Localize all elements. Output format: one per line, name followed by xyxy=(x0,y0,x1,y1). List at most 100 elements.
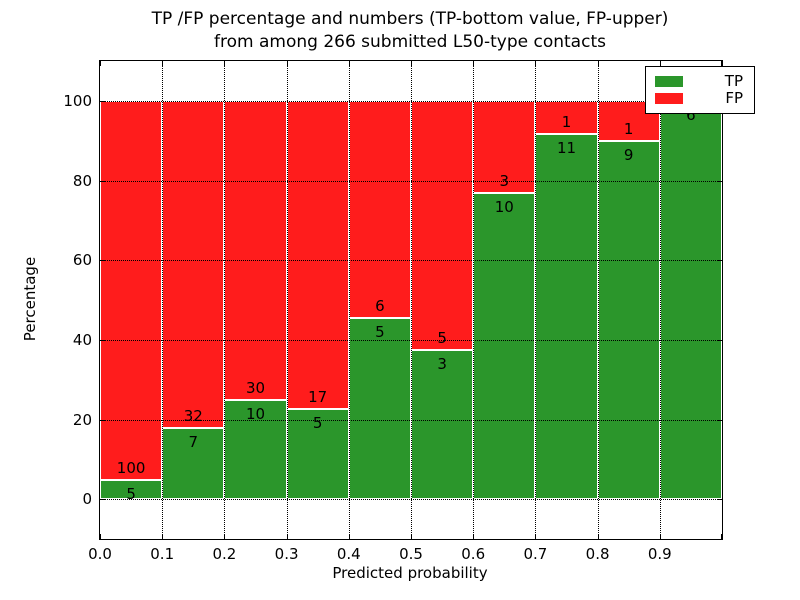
fp-count-label: 1 xyxy=(561,113,572,131)
y-tick-mark xyxy=(717,260,722,262)
y-tick-mark xyxy=(100,339,105,341)
bar-segment-tp xyxy=(224,399,287,500)
fp-legend-swatch xyxy=(655,93,683,104)
x-tick-label: 0.2 xyxy=(212,545,237,563)
chart-title-block: TP /FP percentage and numbers (TP-bottom… xyxy=(99,8,721,54)
y-tick-mark xyxy=(100,260,105,262)
bar-segment-fp xyxy=(411,100,474,350)
tp-count-label: 5 xyxy=(375,323,385,342)
fp-count-label: 5 xyxy=(437,328,447,347)
fp-count-label: 3 xyxy=(499,171,510,190)
bar-segment-tp xyxy=(597,140,660,500)
vertical-gridline xyxy=(473,61,475,539)
x-tick-mark xyxy=(473,61,475,66)
legend-entry-tp: TP xyxy=(655,73,745,90)
fp-count-label: 32 xyxy=(183,406,203,425)
legend: TP FP xyxy=(645,66,755,114)
y-tick-mark xyxy=(717,180,722,182)
x-tick-mark xyxy=(535,61,537,66)
vertical-gridline xyxy=(659,61,661,539)
y-tick-mark xyxy=(100,100,105,102)
bar-segment-fp xyxy=(100,100,163,481)
vertical-gridline xyxy=(348,61,350,539)
x-tick-label: 0.3 xyxy=(274,545,299,563)
x-tick-mark xyxy=(348,61,350,66)
tp-legend-swatch xyxy=(655,76,683,87)
fp-count-label: 6 xyxy=(375,297,385,316)
bar-segment-fp xyxy=(286,100,349,409)
vertical-gridline xyxy=(535,61,537,539)
x-tick-label: 0.0 xyxy=(88,545,112,563)
legend-entry-fp: FP xyxy=(655,90,745,107)
bar-segment-tp xyxy=(100,480,163,500)
x-tick-mark xyxy=(473,534,475,539)
x-tick-mark xyxy=(162,61,164,66)
y-tick-mark xyxy=(717,419,722,421)
bar-segment-tp xyxy=(348,318,411,500)
y-tick-mark xyxy=(100,499,105,501)
vertical-gridline xyxy=(286,61,288,539)
vertical-gridline xyxy=(411,61,412,539)
y-tick-mark xyxy=(100,180,105,182)
x-tick-mark xyxy=(224,534,226,539)
x-tick-label: 0.4 xyxy=(336,545,361,563)
x-tick-mark xyxy=(411,534,412,539)
tp-count-label: 3 xyxy=(437,354,447,373)
fp-count-label: 1 xyxy=(623,119,634,138)
tp-count-label: 5 xyxy=(312,413,323,432)
y-tick-mark xyxy=(717,499,722,501)
x-tick-mark xyxy=(348,534,350,539)
x-tick-mark xyxy=(535,534,537,539)
bar-segment-fp xyxy=(224,100,287,400)
fp-count-label: 17 xyxy=(308,387,328,406)
tp-count-label: 5 xyxy=(126,485,136,504)
x-tick-mark xyxy=(411,61,412,66)
x-tick-mark xyxy=(100,61,101,66)
tp-count-label: 6 xyxy=(686,105,696,124)
y-tick-label: 20 xyxy=(72,410,92,429)
tp-count-label: 9 xyxy=(623,145,634,164)
tp-legend-label: TP xyxy=(724,72,743,90)
fp-count-label: 100 xyxy=(116,459,146,478)
x-tick-mark xyxy=(100,534,101,539)
bar-segment-fp xyxy=(348,100,411,319)
x-tick-mark xyxy=(659,61,661,66)
x-tick-mark xyxy=(597,534,599,539)
x-tick-mark xyxy=(224,61,226,66)
chart-subtitle: from among 266 submitted L50-type contac… xyxy=(214,32,606,52)
x-axis-label: Predicted probability xyxy=(332,564,488,582)
x-tick-mark xyxy=(286,61,288,66)
y-tick-mark xyxy=(717,339,722,341)
vertical-gridline xyxy=(224,61,226,539)
x-tick-mark xyxy=(721,534,722,539)
fp-count-label: 30 xyxy=(245,378,266,397)
bar-segment-tp xyxy=(286,408,349,500)
tp-count-label: 10 xyxy=(494,197,514,216)
y-axis-label: Percentage xyxy=(21,256,39,342)
bar-segment-tp xyxy=(162,427,225,500)
x-tick-mark xyxy=(162,534,164,539)
plot-area: 10053273010175655331011119060.00.10.20.3… xyxy=(63,60,755,563)
x-tick-label: 0.8 xyxy=(585,545,610,563)
x-tick-label: 0.9 xyxy=(647,545,672,563)
x-tick-label: 0.6 xyxy=(461,545,486,563)
fp-legend-label: FP xyxy=(725,89,743,107)
chart-title: TP /FP percentage and numbers (TP-bottom… xyxy=(151,9,669,29)
y-tick-label: 100 xyxy=(63,91,92,110)
x-tick-label: 0.1 xyxy=(150,545,175,563)
x-tick-label: 0.5 xyxy=(399,545,423,563)
x-tick-label: 0.7 xyxy=(523,545,548,563)
tp-count-label: 7 xyxy=(188,432,199,451)
y-tick-label: 40 xyxy=(72,330,92,349)
x-tick-mark xyxy=(659,534,661,539)
y-tick-mark xyxy=(100,419,105,421)
x-tick-mark xyxy=(286,534,288,539)
bar-segment-tp xyxy=(535,134,598,500)
x-tick-mark xyxy=(721,61,722,66)
y-tick-label: 80 xyxy=(72,171,92,190)
y-tick-label: 60 xyxy=(72,251,92,270)
y-tick-label: 0 xyxy=(82,490,92,509)
tp-count-label: 11 xyxy=(556,139,577,157)
vertical-gridline xyxy=(162,61,164,539)
